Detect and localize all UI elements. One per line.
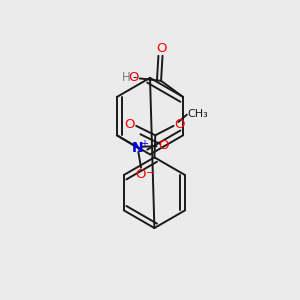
- Text: H: H: [122, 71, 131, 84]
- Text: -: -: [132, 71, 137, 84]
- Text: O: O: [128, 71, 138, 84]
- Text: O: O: [124, 118, 135, 131]
- Text: O: O: [135, 168, 146, 181]
- Text: O: O: [157, 42, 167, 55]
- Text: −: −: [146, 168, 155, 178]
- Text: N: N: [132, 141, 143, 154]
- Text: +: +: [140, 139, 148, 148]
- Text: O: O: [175, 118, 185, 131]
- Text: O: O: [158, 140, 168, 152]
- Text: CH₃: CH₃: [188, 109, 208, 119]
